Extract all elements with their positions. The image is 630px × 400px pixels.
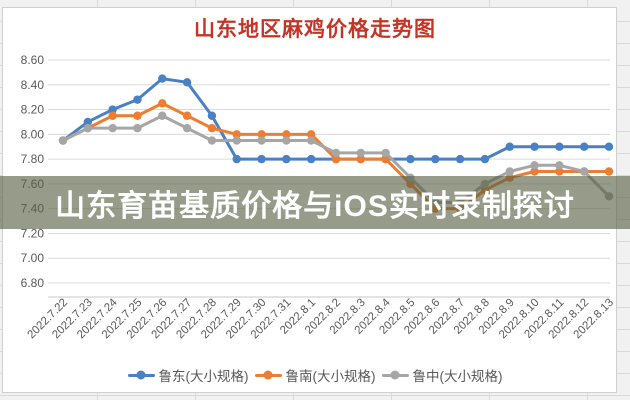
y-tick-label: 8.20 [21, 103, 45, 117]
data-point-s0-5 [182, 78, 192, 87]
data-point-s1-11 [331, 154, 341, 164]
data-point-s1-7 [232, 130, 241, 139]
data-point-s1-5 [182, 111, 192, 120]
legend-dot-icon [390, 370, 400, 380]
data-point-s2-21 [579, 167, 589, 176]
legend-line-marker-icon [127, 370, 155, 380]
data-point-s0-19 [530, 142, 539, 151]
legend-item-1: 鲁南(大小规格) [254, 365, 376, 385]
data-point-s2-0 [58, 136, 68, 145]
legend-line-marker-icon [254, 370, 282, 380]
data-point-s2-5 [182, 123, 192, 133]
data-point-s0-16 [455, 154, 465, 164]
data-point-s0-7 [232, 154, 241, 164]
legend-dot-icon [136, 370, 146, 380]
data-point-s1-6 [207, 123, 217, 133]
data-point-s2-2 [108, 123, 117, 133]
data-point-s0-21 [579, 142, 589, 151]
data-point-s0-22 [604, 142, 614, 151]
data-point-s2-13 [381, 148, 390, 158]
data-point-s2-9 [282, 136, 291, 145]
banner-text: 山东育苗基质价格与iOS实时录制探讨 [55, 189, 575, 223]
data-point-s2-12 [356, 148, 366, 158]
data-point-s1-10 [306, 130, 316, 139]
legend-label: 鲁中(大小规格) [412, 369, 503, 384]
data-point-s2-7 [232, 136, 241, 145]
data-point-s0-10 [306, 154, 316, 164]
data-point-s1-22 [604, 167, 614, 176]
y-tick-label: 8.40 [21, 78, 45, 92]
legend-item-2: 鲁中(大小规格) [381, 365, 503, 385]
chart-legend: 鲁东(大小规格) 鲁南(大小规格) 鲁中(大小规格) [0, 362, 630, 388]
data-point-s1-20 [555, 167, 564, 176]
data-point-s2-4 [158, 111, 167, 120]
data-point-s2-19 [530, 161, 539, 170]
data-point-s1-2 [108, 111, 117, 120]
data-point-s1-8 [257, 130, 266, 139]
data-point-s2-8 [257, 136, 266, 145]
legend-label: 鲁南(大小规格) [285, 369, 376, 384]
data-point-s0-6 [207, 111, 217, 120]
data-point-s0-17 [480, 154, 490, 164]
data-point-s0-1 [83, 117, 93, 127]
data-point-s2-3 [133, 123, 142, 133]
data-point-s2-1 [83, 123, 93, 133]
data-point-s0-3 [133, 95, 142, 104]
data-point-s1-4 [158, 99, 167, 108]
y-tick-label: 7.80 [21, 152, 45, 166]
data-point-s2-6 [207, 136, 217, 145]
data-point-s0-9 [282, 154, 291, 164]
data-point-s0-18 [505, 142, 514, 151]
data-point-s2-10 [306, 136, 316, 145]
y-tick-label: 7.00 [21, 251, 45, 265]
y-tick-label: 8.60 [21, 53, 45, 67]
legend-item-0: 鲁东(大小规格) [127, 365, 249, 385]
legend-label: 鲁东(大小规格) [158, 369, 249, 384]
overlay-banner: 山东育苗基质价格与iOS实时录制探讨 [0, 176, 630, 229]
y-tick-label: 7.20 [21, 226, 45, 240]
data-point-s0-4 [158, 74, 167, 83]
legend-line-marker-icon [381, 370, 409, 380]
y-tick-label: 6.80 [21, 276, 45, 290]
data-point-s0-8 [257, 154, 266, 164]
data-point-s0-20 [555, 142, 564, 151]
y-tick-label: 8.00 [21, 127, 45, 141]
data-point-s0-14 [406, 154, 415, 164]
data-point-s1-9 [282, 130, 291, 139]
data-point-s1-19 [530, 167, 539, 176]
series-line-0 [61, 77, 611, 161]
data-point-s0-2 [108, 105, 117, 114]
data-point-s1-12 [356, 154, 366, 164]
data-point-s2-18 [505, 167, 514, 176]
data-point-s1-3 [133, 111, 142, 120]
data-point-s0-15 [431, 154, 440, 164]
legend-dot-icon [263, 370, 273, 380]
data-point-s2-11 [331, 148, 341, 158]
data-point-s2-20 [555, 161, 564, 170]
chart-title: 山东地区麻鸡价格走势图 [194, 18, 436, 41]
